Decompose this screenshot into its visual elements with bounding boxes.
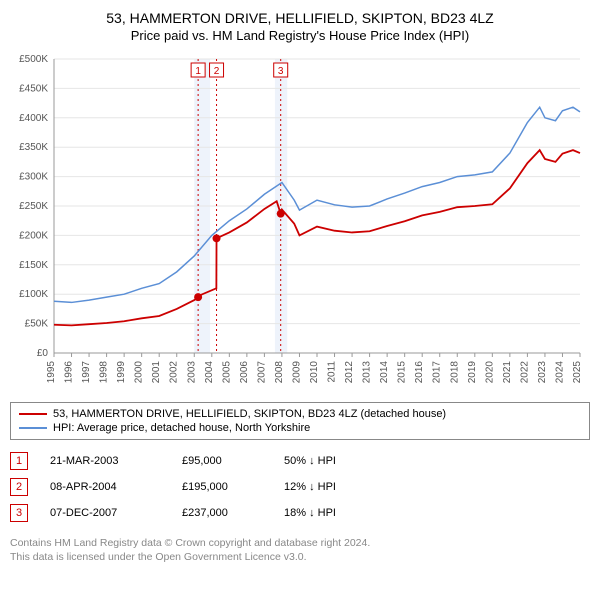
marker-number: 3 bbox=[10, 504, 28, 522]
legend-swatch bbox=[19, 413, 47, 415]
marker-row: 3 07-DEC-2007 £237,000 18% ↓ HPI bbox=[10, 500, 590, 526]
attribution-line2: This data is licensed under the Open Gov… bbox=[10, 550, 590, 564]
svg-text:2004: 2004 bbox=[204, 361, 215, 384]
svg-text:2001: 2001 bbox=[151, 361, 162, 384]
marker-date: 07-DEC-2007 bbox=[50, 507, 160, 519]
chart-title-subtitle: Price paid vs. HM Land Registry's House … bbox=[10, 28, 590, 43]
legend-row: 53, HAMMERTON DRIVE, HELLIFIELD, SKIPTON… bbox=[19, 407, 581, 421]
svg-text:£0: £0 bbox=[37, 348, 49, 359]
marker-diff: 50% ↓ HPI bbox=[284, 455, 336, 467]
svg-text:2017: 2017 bbox=[432, 361, 443, 384]
svg-text:2020: 2020 bbox=[484, 361, 495, 384]
svg-text:2023: 2023 bbox=[537, 361, 548, 384]
marker-number: 2 bbox=[10, 478, 28, 496]
marker-date: 08-APR-2004 bbox=[50, 481, 160, 493]
marker-price: £95,000 bbox=[182, 455, 262, 467]
svg-text:2003: 2003 bbox=[186, 361, 197, 384]
svg-text:2005: 2005 bbox=[221, 361, 232, 384]
attribution-line1: Contains HM Land Registry data © Crown c… bbox=[10, 536, 590, 550]
svg-text:£50K: £50K bbox=[25, 319, 49, 330]
attribution: Contains HM Land Registry data © Crown c… bbox=[10, 536, 590, 564]
svg-text:2009: 2009 bbox=[291, 361, 302, 384]
svg-text:2011: 2011 bbox=[327, 361, 338, 383]
svg-text:2016: 2016 bbox=[414, 361, 425, 384]
svg-text:3: 3 bbox=[278, 66, 284, 77]
marker-price: £195,000 bbox=[182, 481, 262, 493]
svg-text:2025: 2025 bbox=[572, 361, 583, 384]
svg-text:£150K: £150K bbox=[19, 260, 48, 271]
svg-text:£300K: £300K bbox=[19, 172, 48, 183]
svg-text:2008: 2008 bbox=[274, 361, 285, 384]
marker-number: 1 bbox=[10, 452, 28, 470]
svg-text:2000: 2000 bbox=[134, 361, 145, 384]
svg-text:2022: 2022 bbox=[519, 361, 530, 384]
legend-label: 53, HAMMERTON DRIVE, HELLIFIELD, SKIPTON… bbox=[53, 408, 446, 420]
svg-text:£500K: £500K bbox=[19, 54, 48, 65]
marker-row: 1 21-MAR-2003 £95,000 50% ↓ HPI bbox=[10, 448, 590, 474]
legend: 53, HAMMERTON DRIVE, HELLIFIELD, SKIPTON… bbox=[10, 402, 590, 440]
chart-title-address: 53, HAMMERTON DRIVE, HELLIFIELD, SKIPTON… bbox=[10, 10, 590, 26]
svg-text:2: 2 bbox=[214, 66, 220, 77]
svg-text:2007: 2007 bbox=[256, 361, 267, 384]
svg-text:2019: 2019 bbox=[467, 361, 478, 384]
svg-text:2010: 2010 bbox=[309, 361, 320, 384]
chart-svg: £0 £50K £100K £150K £200K £250K £300K £350K £400… bbox=[10, 51, 590, 391]
legend-label: HPI: Average price, detached house, Nort… bbox=[53, 422, 310, 434]
legend-row: HPI: Average price, detached house, Nort… bbox=[19, 421, 581, 435]
marker-diff: 18% ↓ HPI bbox=[284, 507, 336, 519]
svg-text:1999: 1999 bbox=[116, 361, 127, 384]
svg-text:1998: 1998 bbox=[99, 361, 110, 384]
svg-text:2013: 2013 bbox=[362, 361, 373, 384]
svg-text:2024: 2024 bbox=[554, 361, 565, 384]
marker-date: 21-MAR-2003 bbox=[50, 455, 160, 467]
svg-text:£400K: £400K bbox=[19, 113, 48, 124]
legend-swatch bbox=[19, 427, 47, 429]
svg-text:1996: 1996 bbox=[64, 361, 75, 384]
svg-text:2018: 2018 bbox=[449, 361, 460, 384]
svg-text:£100K: £100K bbox=[19, 289, 48, 300]
marker-price: £237,000 bbox=[182, 507, 262, 519]
svg-text:£350K: £350K bbox=[19, 142, 48, 153]
svg-text:1995: 1995 bbox=[46, 361, 57, 384]
svg-text:2014: 2014 bbox=[379, 361, 390, 384]
svg-text:2002: 2002 bbox=[169, 361, 180, 384]
svg-text:2006: 2006 bbox=[239, 361, 250, 384]
svg-text:2015: 2015 bbox=[397, 361, 408, 384]
svg-text:£200K: £200K bbox=[19, 230, 48, 241]
svg-text:2021: 2021 bbox=[502, 361, 513, 384]
svg-text:£450K: £450K bbox=[19, 83, 48, 94]
svg-text:1: 1 bbox=[195, 66, 201, 77]
marker-diff: 12% ↓ HPI bbox=[284, 481, 336, 493]
svg-text:2012: 2012 bbox=[344, 361, 355, 384]
price-chart: £0 £50K £100K £150K £200K £250K £300K £350K £400… bbox=[10, 51, 590, 396]
svg-text:£250K: £250K bbox=[19, 201, 48, 212]
marker-row: 2 08-APR-2004 £195,000 12% ↓ HPI bbox=[10, 474, 590, 500]
marker-table: 1 21-MAR-2003 £95,000 50% ↓ HPI 2 08-APR-2004… bbox=[10, 448, 590, 526]
svg-text:1997: 1997 bbox=[81, 361, 92, 384]
